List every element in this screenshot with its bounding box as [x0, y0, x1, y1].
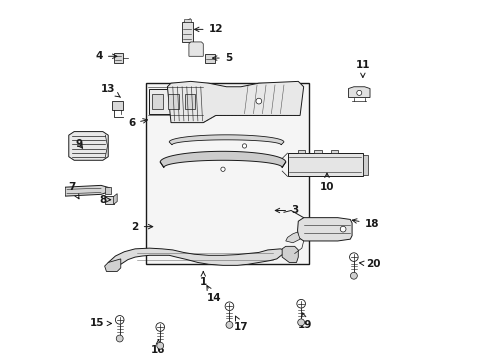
- Text: 13: 13: [101, 84, 120, 97]
- Bar: [149, 89, 201, 114]
- Bar: [112, 101, 122, 110]
- Circle shape: [349, 253, 357, 261]
- Polygon shape: [69, 132, 108, 160]
- Bar: [298, 149, 305, 153]
- Bar: [184, 94, 195, 109]
- Text: 15: 15: [90, 319, 111, 328]
- Polygon shape: [297, 218, 351, 241]
- Bar: [204, 54, 215, 63]
- Polygon shape: [348, 87, 369, 98]
- Text: 9: 9: [76, 139, 83, 149]
- Polygon shape: [104, 259, 121, 271]
- Text: 16: 16: [151, 339, 165, 355]
- Circle shape: [242, 144, 246, 148]
- Text: 18: 18: [351, 219, 378, 229]
- Text: 17: 17: [233, 316, 248, 332]
- Polygon shape: [285, 232, 300, 243]
- Circle shape: [156, 323, 164, 331]
- Text: 3: 3: [275, 206, 298, 216]
- Circle shape: [157, 342, 163, 349]
- Text: 7: 7: [68, 182, 79, 199]
- Bar: [152, 94, 163, 109]
- Bar: [182, 22, 192, 42]
- Polygon shape: [188, 42, 203, 56]
- Circle shape: [225, 321, 232, 328]
- Bar: [287, 153, 362, 176]
- Text: 2: 2: [131, 222, 152, 231]
- Bar: [330, 149, 337, 153]
- Text: 11: 11: [355, 60, 369, 77]
- Circle shape: [224, 302, 233, 311]
- Text: 19: 19: [298, 313, 312, 330]
- Circle shape: [356, 90, 361, 95]
- Polygon shape: [282, 246, 298, 262]
- Text: 14: 14: [206, 285, 221, 303]
- Bar: [362, 155, 367, 175]
- Circle shape: [115, 316, 124, 324]
- Polygon shape: [108, 248, 284, 270]
- Text: 10: 10: [319, 173, 333, 192]
- Circle shape: [255, 98, 261, 104]
- Text: 12: 12: [194, 24, 223, 35]
- Bar: [104, 197, 113, 204]
- Circle shape: [340, 226, 346, 232]
- Polygon shape: [167, 81, 303, 123]
- Bar: [168, 94, 179, 109]
- Polygon shape: [160, 151, 285, 167]
- Polygon shape: [169, 135, 284, 145]
- Polygon shape: [65, 185, 110, 196]
- Bar: [113, 53, 122, 63]
- Bar: [145, 83, 308, 264]
- Circle shape: [221, 167, 224, 171]
- Bar: [183, 19, 190, 22]
- Circle shape: [297, 319, 304, 326]
- Bar: [104, 187, 111, 194]
- Text: 1: 1: [199, 271, 206, 287]
- Circle shape: [350, 272, 357, 279]
- Circle shape: [296, 300, 305, 308]
- Polygon shape: [113, 194, 117, 204]
- Text: 6: 6: [128, 118, 147, 128]
- Text: 8: 8: [99, 195, 110, 205]
- Text: 4: 4: [95, 51, 117, 61]
- Text: 5: 5: [212, 53, 231, 63]
- Bar: [314, 149, 321, 153]
- Circle shape: [116, 335, 123, 342]
- Text: 20: 20: [359, 259, 380, 269]
